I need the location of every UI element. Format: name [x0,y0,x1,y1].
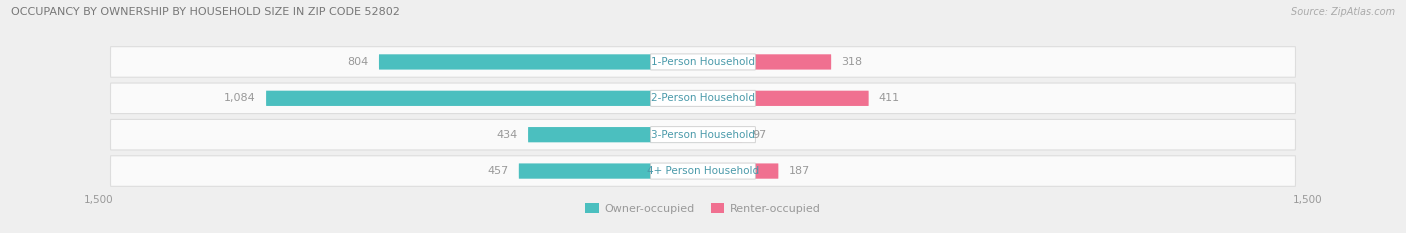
Legend: Owner-occupied, Renter-occupied: Owner-occupied, Renter-occupied [581,199,825,218]
FancyBboxPatch shape [651,54,755,70]
Text: 187: 187 [789,166,810,176]
FancyBboxPatch shape [703,163,779,179]
Text: 411: 411 [879,93,900,103]
FancyBboxPatch shape [111,156,1295,186]
FancyBboxPatch shape [380,54,703,70]
FancyBboxPatch shape [651,127,755,143]
FancyBboxPatch shape [266,91,703,106]
FancyBboxPatch shape [703,91,869,106]
Text: 1,084: 1,084 [225,93,256,103]
FancyBboxPatch shape [651,163,755,179]
Text: 97: 97 [752,130,766,140]
FancyBboxPatch shape [111,119,1295,150]
Text: 4+ Person Household: 4+ Person Household [647,166,759,176]
Text: 3-Person Household: 3-Person Household [651,130,755,140]
Text: OCCUPANCY BY OWNERSHIP BY HOUSEHOLD SIZE IN ZIP CODE 52802: OCCUPANCY BY OWNERSHIP BY HOUSEHOLD SIZE… [11,7,401,17]
Text: Source: ZipAtlas.com: Source: ZipAtlas.com [1291,7,1395,17]
FancyBboxPatch shape [111,83,1295,114]
Text: 318: 318 [841,57,862,67]
FancyBboxPatch shape [519,163,703,179]
FancyBboxPatch shape [651,90,755,106]
FancyBboxPatch shape [703,127,742,142]
FancyBboxPatch shape [529,127,703,142]
Text: 457: 457 [488,166,509,176]
Text: 434: 434 [496,130,517,140]
FancyBboxPatch shape [111,47,1295,77]
Text: 2-Person Household: 2-Person Household [651,93,755,103]
FancyBboxPatch shape [703,54,831,70]
Text: 804: 804 [347,57,368,67]
Text: 1-Person Household: 1-Person Household [651,57,755,67]
